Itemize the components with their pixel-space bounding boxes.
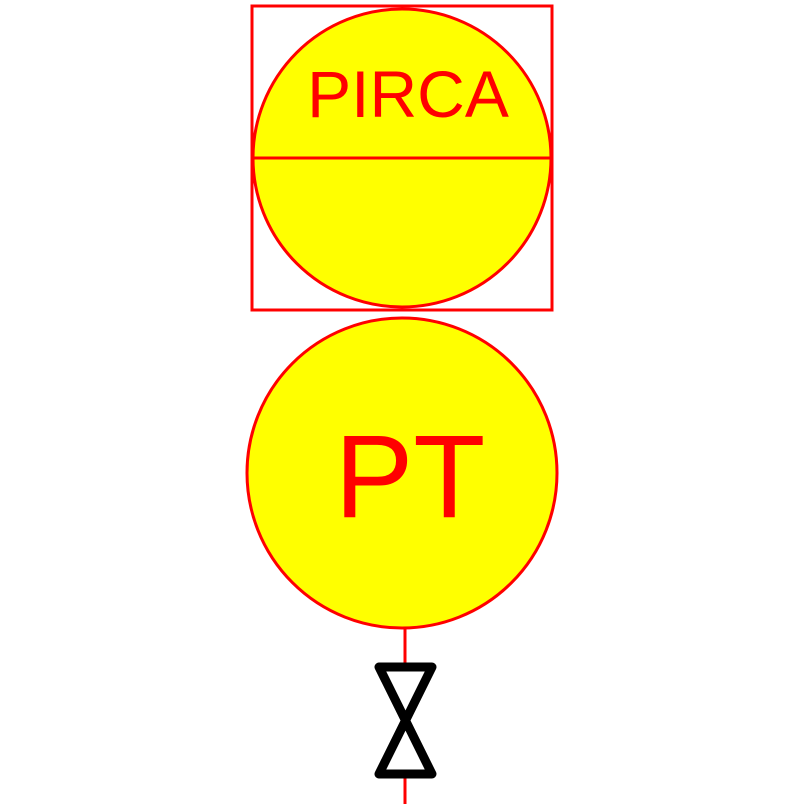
valve-body <box>374 662 437 779</box>
controller-label: PIRCA <box>307 57 509 131</box>
transmitter-circle <box>245 316 559 630</box>
pt-transmitter-symbol[interactable]: PT <box>245 316 559 630</box>
transmitter-label: PT <box>335 411 486 543</box>
pirca-controller-symbol[interactable]: PIRCA <box>250 4 554 312</box>
gate-valve-icon[interactable] <box>374 662 437 779</box>
